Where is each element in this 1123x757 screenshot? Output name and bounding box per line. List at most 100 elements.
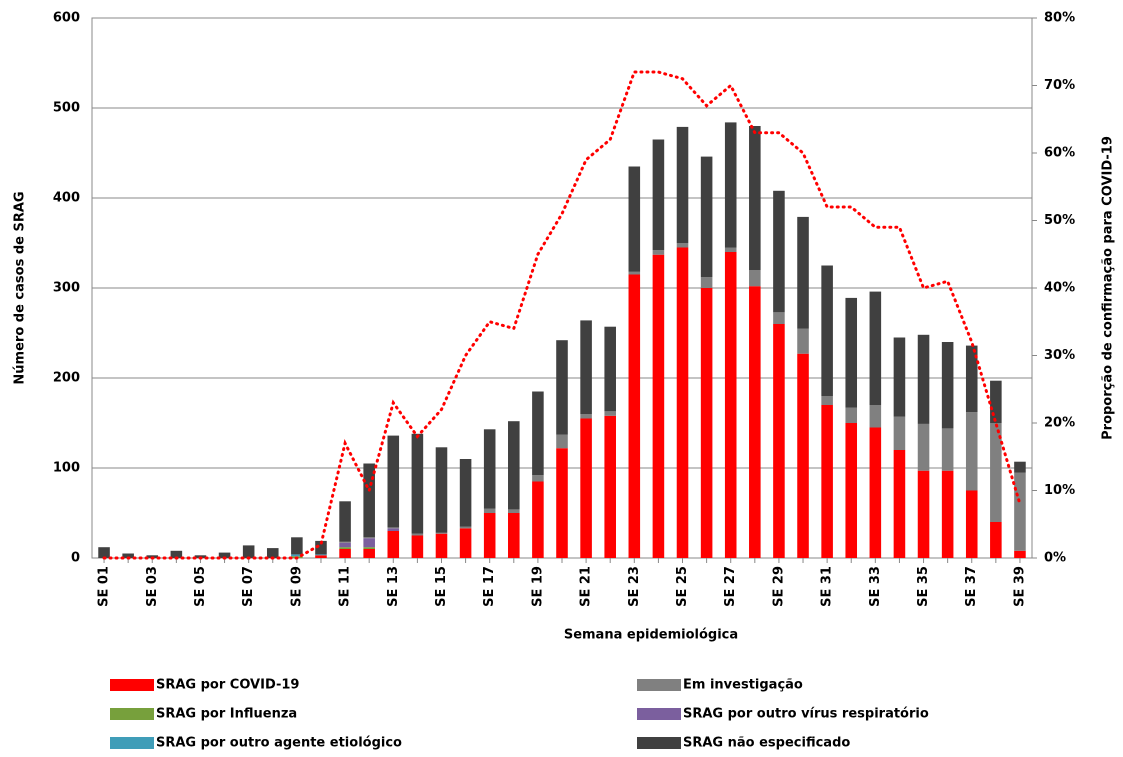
bar xyxy=(965,345,978,413)
bar xyxy=(845,423,858,558)
x-tick-label: SE 23 xyxy=(627,566,642,607)
bar xyxy=(483,508,496,513)
bar xyxy=(1014,550,1026,558)
bar xyxy=(411,433,424,534)
bar xyxy=(821,396,833,405)
bar xyxy=(845,297,858,408)
legend-swatch xyxy=(637,737,681,749)
bar xyxy=(411,535,424,558)
legend-label: SRAG por outro agente etiológico xyxy=(156,736,402,751)
y-tick-label: 100 xyxy=(53,461,80,476)
legend-swatch xyxy=(637,679,681,691)
bar xyxy=(893,416,906,450)
bar xyxy=(869,405,882,428)
y-tick-label: 600 xyxy=(53,11,80,26)
bar xyxy=(363,538,375,548)
bar xyxy=(339,549,351,558)
bar xyxy=(700,277,713,288)
bar xyxy=(869,291,882,405)
x-tick-label: SE 17 xyxy=(482,566,497,607)
bar xyxy=(508,509,520,513)
bar xyxy=(580,320,592,414)
bar xyxy=(965,412,978,491)
y-tick-label: 200 xyxy=(53,371,80,386)
x-tick-label: SE 07 xyxy=(241,566,256,607)
bar xyxy=(676,126,689,243)
bar xyxy=(387,527,400,529)
bar xyxy=(532,391,544,476)
bar xyxy=(459,459,472,527)
bar xyxy=(676,247,689,558)
legend-label: SRAG por Influenza xyxy=(156,707,297,722)
x-tick-label: SE 21 xyxy=(579,566,594,607)
bar xyxy=(483,513,496,558)
x-tick-label: SE 35 xyxy=(916,566,931,607)
legend-swatch xyxy=(110,708,154,720)
bar xyxy=(676,243,689,248)
x-tick-label: SE 37 xyxy=(964,566,979,607)
bar xyxy=(941,428,954,471)
bar xyxy=(773,190,785,313)
bar xyxy=(941,470,954,558)
bar xyxy=(797,216,809,329)
y2-tick-label: 20% xyxy=(1044,416,1075,431)
bar xyxy=(917,470,930,558)
bar xyxy=(459,528,472,558)
bar xyxy=(797,353,809,558)
bar xyxy=(266,548,279,558)
bar xyxy=(363,537,375,539)
bar xyxy=(724,252,737,558)
bar xyxy=(628,271,641,275)
bar xyxy=(749,270,761,287)
bar xyxy=(821,265,833,396)
x-tick-label: SE 39 xyxy=(1012,566,1027,607)
y-tick-label: 0 xyxy=(71,551,80,566)
y-tick-label: 400 xyxy=(53,191,80,206)
line xyxy=(102,70,1022,560)
bar xyxy=(122,553,134,558)
bar xyxy=(845,407,858,423)
bar xyxy=(990,423,1002,522)
bar xyxy=(170,550,183,558)
bar xyxy=(990,380,1002,423)
bar xyxy=(821,405,833,558)
y-tick-label: 300 xyxy=(53,281,80,296)
x-tick-label: SE 27 xyxy=(723,566,738,607)
bar xyxy=(724,247,737,252)
bar xyxy=(652,139,665,251)
x-tick-label: SE 05 xyxy=(193,566,208,607)
legend-label: SRAG não especificado xyxy=(683,736,850,751)
y2-axis-title: Proporção de confirmação para COVID-19 xyxy=(1101,136,1116,440)
bar xyxy=(797,328,809,354)
bar xyxy=(363,549,375,558)
bar xyxy=(532,481,544,558)
bar xyxy=(242,545,255,558)
y2-tick-label: 80% xyxy=(1044,11,1075,26)
bar xyxy=(604,415,616,558)
bar xyxy=(435,532,448,534)
bar xyxy=(652,254,665,558)
legend-label: Em investigação xyxy=(683,678,803,693)
x-tick-label: SE 33 xyxy=(868,566,883,607)
bar xyxy=(483,429,496,509)
bar xyxy=(435,533,448,558)
bar xyxy=(965,490,978,558)
bar xyxy=(387,531,400,558)
bar xyxy=(749,126,761,270)
x-tick-label: SE 13 xyxy=(386,566,401,607)
legend-swatch xyxy=(110,737,154,749)
bar xyxy=(339,547,351,549)
bar xyxy=(98,547,110,558)
bar xyxy=(315,555,327,558)
bar xyxy=(315,554,327,556)
legend-swatch xyxy=(110,679,154,691)
bar xyxy=(339,501,351,542)
x-tick-label: SE 19 xyxy=(530,566,545,607)
bar xyxy=(604,326,616,412)
bar xyxy=(508,513,520,558)
bar xyxy=(700,288,713,558)
bar xyxy=(580,418,592,558)
y-axis-title: Número de casos de SRAG xyxy=(13,191,28,384)
x-tick-label: SE 31 xyxy=(820,566,835,607)
